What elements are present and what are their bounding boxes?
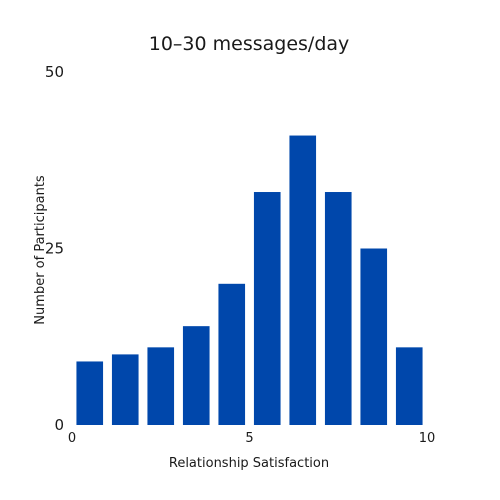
bar-8 (324, 192, 352, 425)
bar-9 (360, 248, 388, 425)
x-tick-label: 10 (419, 431, 436, 446)
y-axis-label: Number of Participants (33, 175, 48, 325)
x-tick-label: 5 (245, 431, 253, 446)
bar-1 (76, 361, 104, 425)
bar-4 (182, 326, 210, 425)
y-tick-label: 25 (45, 240, 64, 258)
chart-title: 10–30 messages/day (149, 33, 350, 55)
x-tick-label: 0 (68, 431, 76, 446)
bars-layer (76, 135, 423, 426)
bar-2 (111, 354, 139, 425)
y-tick-label: 0 (54, 416, 64, 434)
x-tick-labels: 0 5 10 (68, 431, 435, 446)
bar-6 (253, 192, 281, 425)
bar-3 (147, 347, 175, 425)
bar-10 (395, 347, 423, 425)
bar-7 (289, 135, 317, 426)
bar-5 (218, 283, 246, 425)
y-tick-labels: 0 25 50 (45, 63, 64, 434)
y-tick-label: 50 (45, 63, 64, 81)
x-axis-label: Relationship Satisfaction (169, 456, 329, 471)
